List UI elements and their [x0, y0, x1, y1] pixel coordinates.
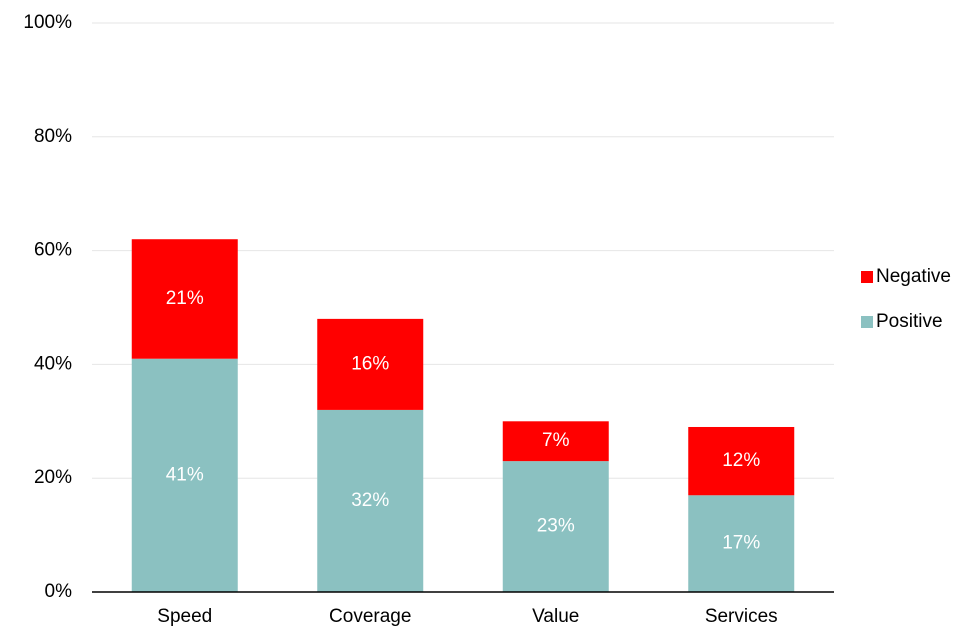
bar-segment	[688, 426, 795, 496]
bar-segment	[131, 358, 238, 592]
x-tick-label: Services	[705, 606, 778, 627]
bar-segment	[317, 409, 424, 592]
value-label: 23%	[537, 516, 575, 537]
y-tick-label: 100%	[23, 12, 72, 33]
legend-label: Positive	[876, 311, 943, 332]
y-tick-label: 60%	[34, 240, 72, 261]
bar-segment	[688, 495, 795, 592]
value-label: 32%	[351, 490, 389, 511]
value-label: 7%	[542, 430, 570, 451]
value-label: 21%	[166, 288, 204, 309]
bar-segment	[317, 318, 424, 410]
legend-label: Negative	[876, 266, 951, 287]
x-tick-label: Value	[532, 606, 579, 627]
value-label: 16%	[351, 353, 389, 374]
x-tick-label: Coverage	[329, 606, 411, 627]
value-label: 12%	[722, 450, 760, 471]
x-tick-label: Speed	[157, 606, 212, 627]
bar-segment	[502, 461, 609, 592]
y-tick-label: 20%	[34, 467, 72, 488]
bar-segment	[131, 239, 238, 359]
legend-swatch	[861, 316, 873, 328]
y-tick-label: 40%	[34, 353, 72, 374]
legend-swatch	[861, 271, 873, 283]
y-tick-label: 80%	[34, 126, 72, 147]
bar-segment	[502, 421, 609, 462]
y-tick-label: 0%	[45, 581, 73, 602]
value-label: 41%	[166, 464, 204, 485]
value-label: 17%	[722, 533, 760, 554]
